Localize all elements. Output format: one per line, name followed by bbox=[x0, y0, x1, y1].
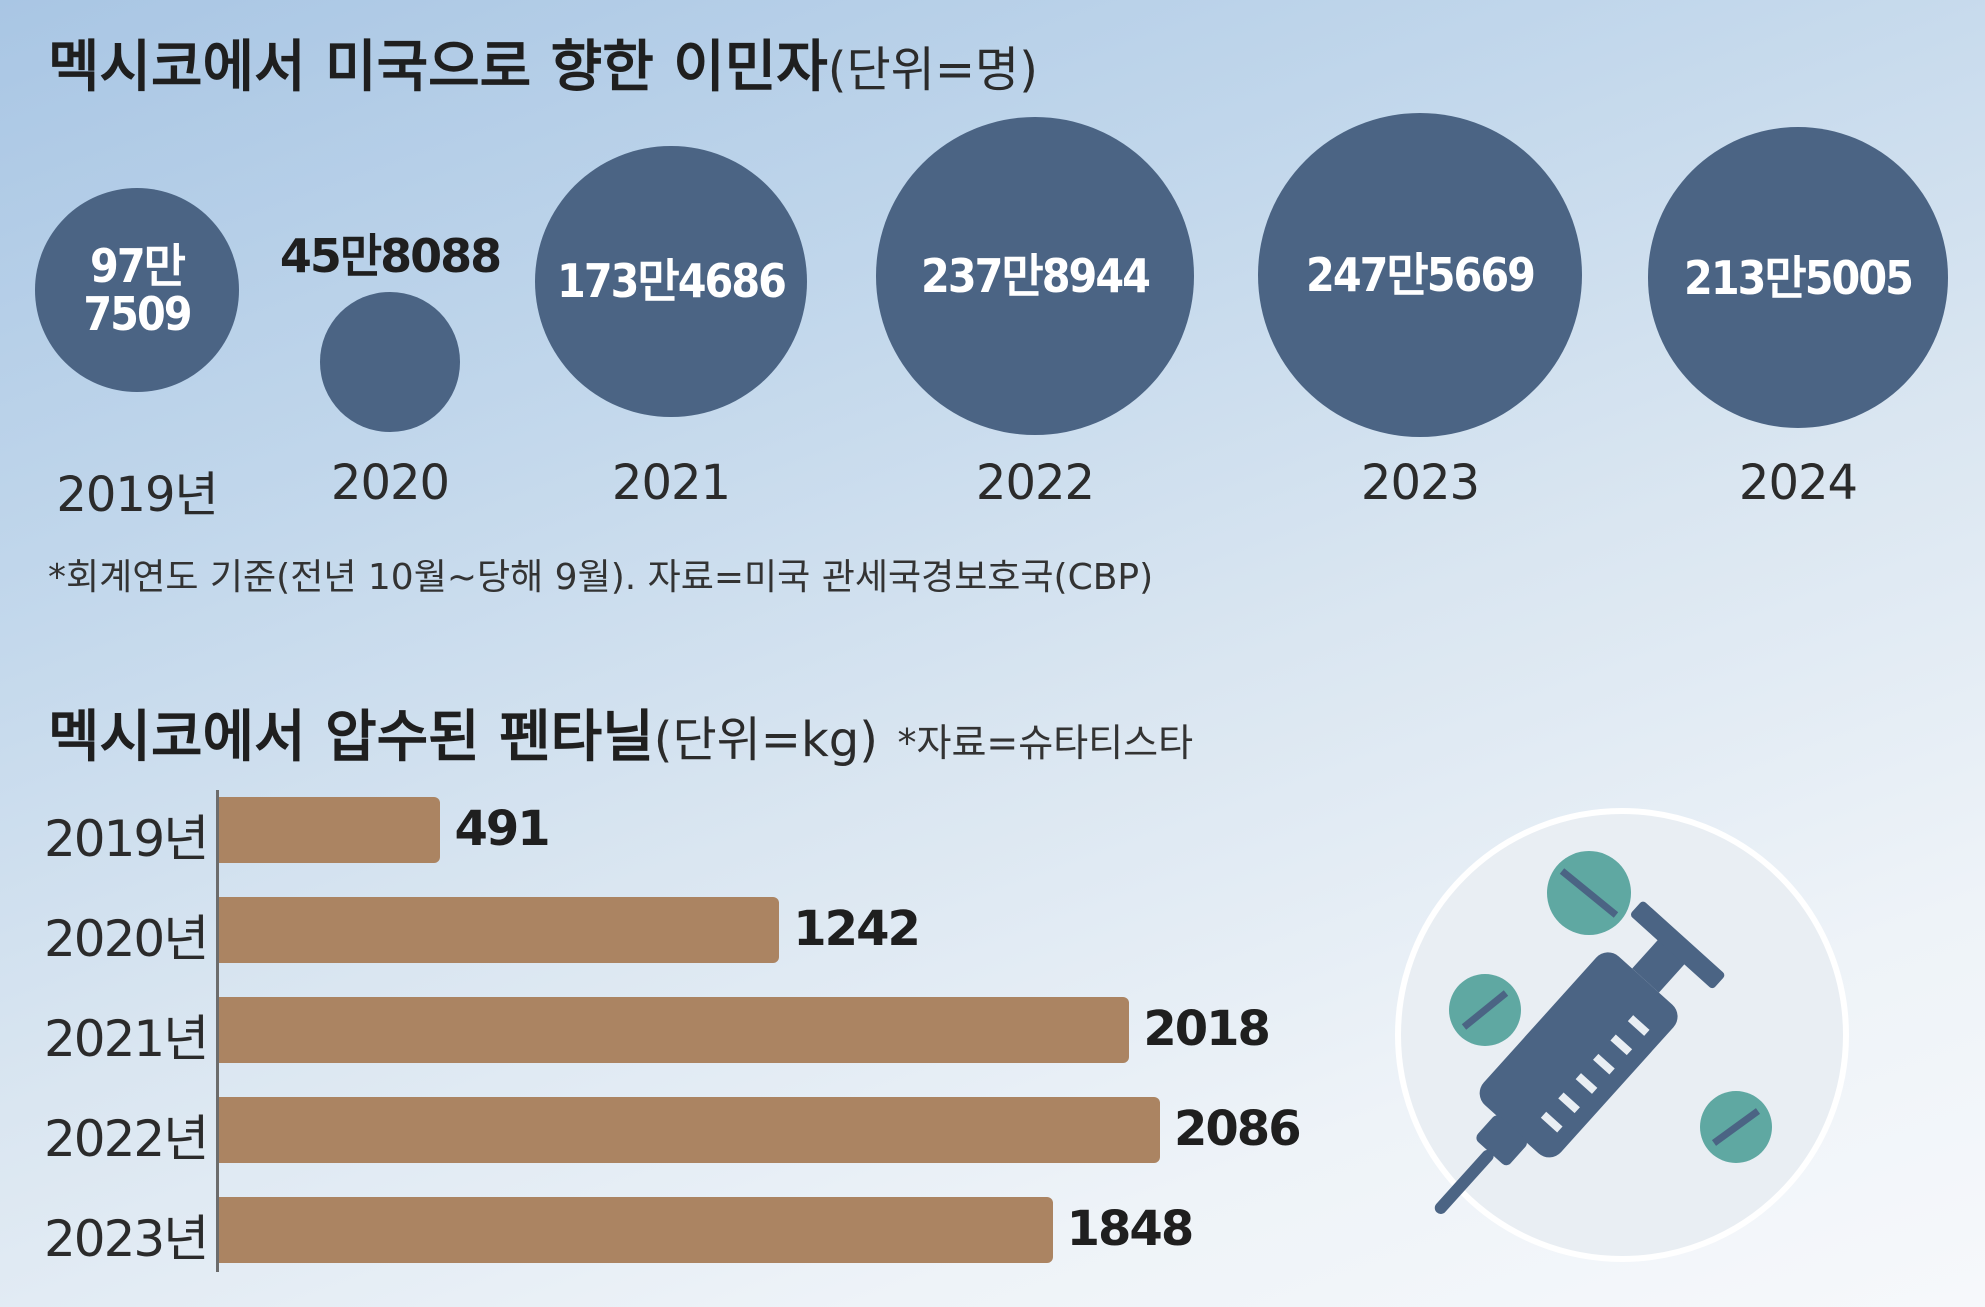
bar-category-label: 2019년 bbox=[44, 810, 209, 868]
fentanyl-bar bbox=[219, 797, 441, 863]
bar-value-label: 1242 bbox=[793, 901, 921, 957]
bubble-value-label: 7509 bbox=[83, 287, 192, 342]
bubble-year-label: 2022 bbox=[975, 455, 1095, 511]
bubble-value-label: 173만4686 bbox=[557, 254, 787, 309]
fentanyl-title-text: 멕시코에서 압수된 펜타닐 bbox=[48, 705, 654, 770]
fentanyl-bar bbox=[219, 897, 780, 963]
bar-category-label: 2021년 bbox=[44, 1010, 209, 1068]
bubble-2019: 97만 7509 bbox=[35, 188, 239, 392]
bar-value-label: 1848 bbox=[1066, 1201, 1195, 1257]
fentanyl-source: *자료=슈타티스타 bbox=[897, 721, 1194, 765]
bubble-value-label: 247만5669 bbox=[1306, 247, 1536, 302]
immigrants-unit: (단위=명) bbox=[827, 42, 1038, 98]
fentanyl-bar bbox=[219, 1097, 1160, 1163]
immigrants-chart-title: 멕시코에서 미국으로 향한 이민자(단위=명) bbox=[48, 22, 1038, 103]
bar-category-label: 2022년 bbox=[44, 1110, 209, 1168]
fentanyl-bar bbox=[219, 1197, 1053, 1263]
fentanyl-unit: (단위=kg) bbox=[653, 712, 878, 768]
bar-category-label: 2023년 bbox=[44, 1210, 209, 1268]
bubble-2021: 173만4686 bbox=[535, 145, 807, 418]
bubble-year-label: 2020 bbox=[330, 455, 450, 511]
bubble-value-label: 237만8944 bbox=[921, 248, 1151, 303]
bubble-2022: 237만8944 bbox=[876, 116, 1194, 435]
bubble-year-label: 2023 bbox=[1360, 455, 1480, 511]
bar-value-label: 491 bbox=[454, 801, 550, 857]
bubble-value-label: 213만5005 bbox=[1684, 250, 1914, 305]
bubble-2023: 247만5669 bbox=[1258, 113, 1582, 437]
bubble-2020 bbox=[320, 292, 460, 432]
fentanyl-bar bbox=[219, 997, 1130, 1063]
bubble-year-label: 2021 bbox=[611, 455, 731, 511]
bubble-2024: 213만5005 bbox=[1647, 127, 1949, 429]
bubble-year-label: 2024 bbox=[1738, 455, 1858, 511]
bar-value-label: 2018 bbox=[1143, 1001, 1271, 1057]
bubble-value-label: 45만8088 bbox=[279, 229, 502, 284]
bar-chart-axis bbox=[216, 790, 219, 1272]
bar-value-label: 2086 bbox=[1174, 1101, 1302, 1157]
bubble-value-label: 97만 bbox=[90, 238, 186, 293]
bubble-year-label: 2019년 bbox=[56, 467, 218, 523]
immigrants-title-text: 멕시코에서 미국으로 향한 이민자 bbox=[48, 35, 828, 100]
bar-category-label: 2020년 bbox=[44, 910, 209, 968]
fentanyl-chart-title: 멕시코에서 압수된 펜타닐(단위=kg) *자료=슈타티스타 bbox=[48, 692, 1193, 773]
immigrants-note: *회계연도 기준(전년 10월~당해 9월). 자료=미국 관세국경보호국(CB… bbox=[48, 557, 1154, 598]
syringe-and-pills-icon bbox=[1395, 808, 1849, 1262]
